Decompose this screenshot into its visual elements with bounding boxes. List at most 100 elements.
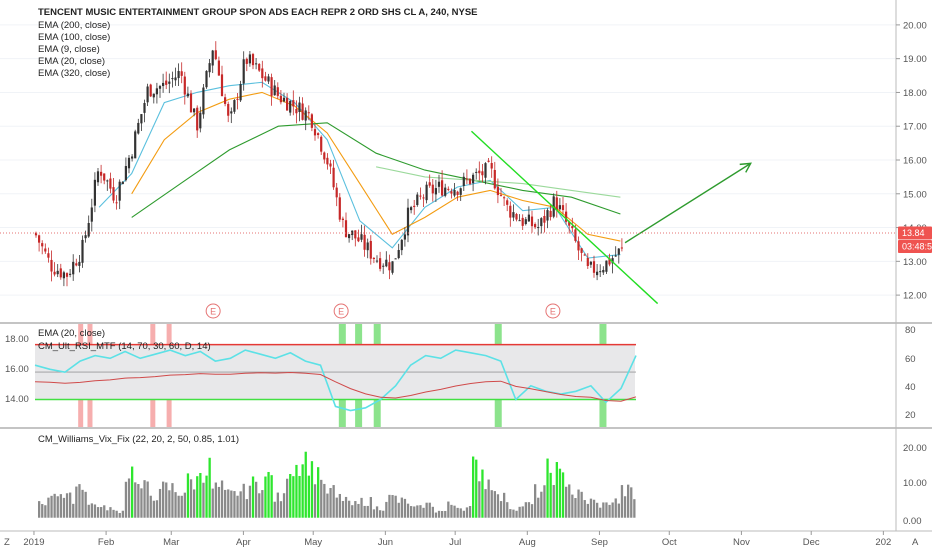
vix-bar — [217, 486, 221, 518]
vix-bar — [44, 505, 47, 518]
candle-body — [304, 110, 307, 121]
candle-body — [574, 229, 577, 241]
zoom-button[interactable]: Z — [4, 537, 10, 548]
candle-body — [357, 237, 360, 242]
vix-bar — [282, 493, 286, 518]
candle-body — [397, 250, 400, 259]
vix-bar — [413, 506, 416, 518]
vix-bar — [580, 491, 583, 518]
vix-bar — [84, 491, 87, 518]
candle-body — [93, 179, 96, 206]
price-candles — [34, 41, 623, 287]
candle-body — [41, 243, 44, 247]
candle-body — [348, 234, 351, 239]
vix-bar — [81, 489, 84, 518]
candle-body — [174, 77, 177, 81]
vix-bar — [267, 471, 270, 518]
vix-bar — [375, 506, 379, 518]
vix-bar — [348, 500, 351, 518]
candle-body — [394, 258, 397, 260]
candle-body — [273, 85, 276, 96]
vix-bar — [565, 486, 568, 518]
candle-body — [227, 103, 230, 116]
vix-bar — [313, 484, 317, 518]
candle-body — [369, 240, 372, 259]
vix-bar — [310, 461, 314, 518]
candle-body — [478, 170, 481, 174]
vix-bar — [205, 475, 208, 518]
candle-body — [503, 197, 506, 199]
svg-text:03:48:5: 03:48:5 — [902, 241, 932, 251]
candle-body — [239, 84, 242, 101]
rsi-ema-line — [34, 371, 637, 402]
candle-body — [180, 71, 183, 76]
vix-bar — [596, 502, 599, 518]
time-axis-label: Nov — [733, 537, 750, 548]
vix-bar — [236, 495, 239, 518]
vix-bar — [537, 497, 540, 518]
price-tick-label: 13.00 — [903, 257, 927, 268]
vix-bar — [397, 502, 400, 518]
candle-body — [261, 68, 264, 79]
candle-body — [509, 205, 512, 218]
vix-bar — [577, 489, 580, 518]
candle-body — [490, 163, 493, 169]
auto-scale-button[interactable]: A — [912, 537, 919, 548]
candle-body — [69, 273, 72, 275]
price-tick-label: 16.00 — [903, 156, 927, 167]
time-axis-label: May — [304, 537, 322, 548]
candle-body — [614, 255, 617, 257]
vix-bar — [633, 499, 636, 518]
vix-bar — [202, 482, 205, 518]
candle-body — [140, 114, 143, 124]
candle-body — [468, 178, 472, 184]
candle-body — [276, 87, 279, 96]
vix-bar — [552, 485, 555, 518]
candle-body — [515, 214, 518, 220]
vix-bar — [50, 495, 53, 518]
vix-bar — [614, 498, 617, 518]
legend-ema-9: EMA (9, close) — [38, 44, 100, 55]
vix-bar — [391, 495, 394, 518]
vix-bar — [230, 490, 233, 518]
vix-bar — [431, 506, 434, 518]
vix-bar — [214, 482, 217, 518]
arrow-head — [739, 162, 752, 173]
vix-bar — [360, 497, 363, 518]
candle-body — [341, 218, 344, 220]
vix-bar — [518, 506, 521, 518]
candle-body — [602, 269, 605, 273]
candle-body — [127, 157, 131, 169]
vix-bar — [453, 505, 456, 518]
candle-body — [143, 103, 146, 113]
vix-bar — [87, 504, 90, 518]
candle-body — [118, 181, 121, 201]
time-axis[interactable]: Z A 2019 Feb Mar Apr May Jun Jul Aug Sep Oct Nov De… — [4, 531, 919, 548]
candle-body — [217, 60, 220, 76]
rsi-line — [34, 349, 637, 412]
candle-body — [335, 187, 338, 198]
vix-bar — [611, 502, 614, 518]
vix-bar — [605, 502, 608, 518]
vix-bar — [546, 458, 549, 518]
rsi-right-tick: 80 — [905, 325, 916, 336]
vix-bar — [403, 498, 407, 518]
vix-bar — [366, 505, 369, 518]
vix-bar — [382, 510, 385, 518]
candle-body — [366, 242, 369, 251]
vix-bar — [38, 501, 41, 518]
time-axis-label: Apr — [236, 537, 251, 548]
candle-body — [301, 103, 304, 120]
vix-bar — [493, 491, 496, 518]
vix-bar — [363, 505, 366, 518]
candle-body — [115, 202, 118, 204]
candle-body — [131, 156, 134, 159]
vix-bar — [149, 495, 152, 518]
vix-bar — [543, 485, 546, 518]
time-axis-label: Aug — [519, 537, 536, 548]
candle-body — [289, 100, 292, 113]
candle-body — [165, 80, 168, 85]
candle-body — [465, 178, 468, 180]
